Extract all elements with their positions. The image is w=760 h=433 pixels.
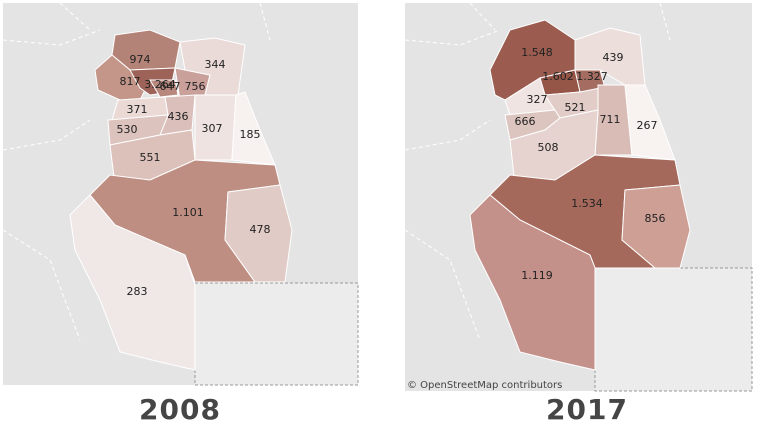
region-label: 1.548	[521, 46, 553, 59]
border-lines	[2, 2, 271, 341]
region-label: 647	[160, 80, 181, 93]
region-label: 530	[117, 123, 138, 136]
neighbor-area	[194, 282, 359, 386]
region-label: 711	[600, 113, 621, 126]
region-label: 185	[240, 128, 261, 141]
region-label: 508	[538, 141, 559, 154]
region-label: 344	[205, 58, 226, 71]
region-label: 439	[603, 51, 624, 64]
region-label: 521	[565, 101, 586, 114]
region	[594, 84, 633, 156]
regions	[69, 19, 691, 371]
region-label: 478	[250, 223, 271, 236]
region-label: 307	[202, 122, 223, 135]
year-label: 2008	[139, 393, 221, 426]
year-label: 2017	[546, 393, 628, 426]
region-label: 1.534	[571, 197, 603, 210]
region-label: 3.264	[144, 78, 176, 91]
region-label: 551	[140, 151, 161, 164]
region-label: 666	[515, 115, 536, 128]
region-label: 436	[168, 110, 189, 123]
region-label: 1.101	[172, 206, 204, 219]
region	[621, 184, 691, 269]
region-label: 327	[527, 93, 548, 106]
region	[624, 84, 676, 161]
region	[469, 194, 596, 371]
region	[224, 184, 293, 283]
region	[231, 91, 276, 166]
region-label: 283	[127, 285, 148, 298]
attribution: © OpenStreetMap contributors	[407, 380, 562, 391]
region-label: 1.602	[542, 70, 574, 83]
region-label: 817	[120, 75, 141, 88]
neighbor-area	[594, 267, 753, 392]
region	[69, 194, 196, 371]
region-label: 856	[645, 212, 666, 225]
region-label: 756	[185, 80, 206, 93]
region-label: 267	[637, 119, 658, 132]
region-label: 1.119	[521, 269, 553, 282]
region-label: 974	[130, 53, 151, 66]
region	[149, 79, 179, 98]
region-label: 1.327	[576, 70, 608, 83]
region-label: 371	[127, 103, 148, 116]
